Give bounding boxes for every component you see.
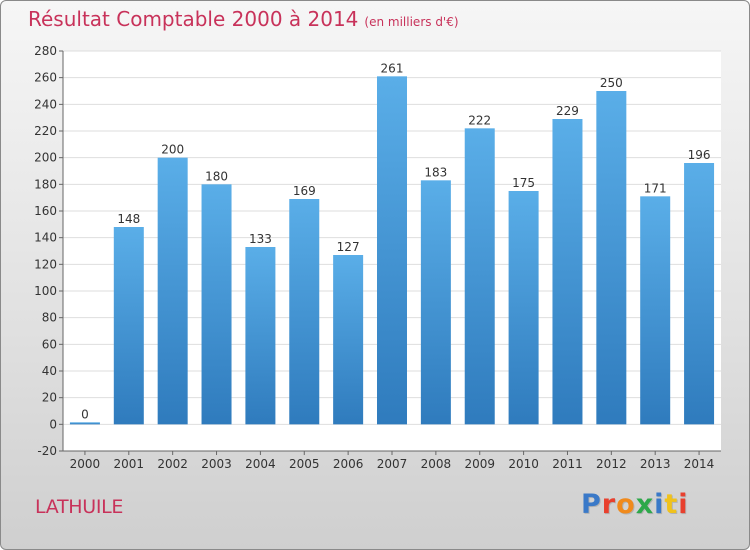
x-tick-label-2003: 2003 <box>201 457 232 471</box>
y-tick-label: 80 <box>42 311 57 325</box>
x-tick-label-2014: 2014 <box>684 457 715 471</box>
bar-2007 <box>377 76 407 425</box>
x-tick-label-2002: 2002 <box>157 457 188 471</box>
logo-letter: r <box>601 489 617 520</box>
x-tick-label-2012: 2012 <box>596 457 627 471</box>
bar-2001 <box>113 227 144 425</box>
x-tick-label-2013: 2013 <box>640 457 671 471</box>
bar-2010 <box>508 191 539 425</box>
x-tick-label-2004: 2004 <box>245 457 276 471</box>
logo-letter: P <box>581 489 602 520</box>
bar-2000 <box>69 422 100 425</box>
data-label-2014: 196 <box>688 148 711 162</box>
data-label-2010: 175 <box>512 176 535 190</box>
y-tick-label: -20 <box>37 444 57 458</box>
title-text: Résultat Comptable 2000 à 2014 <box>28 7 359 31</box>
bar-2008 <box>420 180 451 425</box>
y-tick-label: 40 <box>42 364 57 378</box>
data-label-2009: 222 <box>468 113 491 127</box>
y-tick-label: 0 <box>49 417 57 431</box>
data-label-2008: 183 <box>424 165 447 179</box>
data-label-2012: 250 <box>600 76 623 90</box>
x-tick-label-2006: 2006 <box>333 457 364 471</box>
logo-letter: t <box>664 489 679 520</box>
data-label-2000: 0 <box>81 407 89 421</box>
chart-subtitle: (en milliers d'€) <box>364 15 459 29</box>
y-tick-label: 20 <box>42 391 57 405</box>
bar-2002 <box>157 157 188 425</box>
chart-title: Résultat Comptable 2000 à 2014 (en millie… <box>28 7 459 31</box>
commune-name: LATHUILE <box>35 496 124 518</box>
bar-2006 <box>333 255 364 425</box>
x-tick-label-2005: 2005 <box>289 457 320 471</box>
x-tick-label-2010: 2010 <box>508 457 539 471</box>
y-tick-label: 200 <box>34 151 57 165</box>
logo-letter: i <box>654 489 665 520</box>
y-tick-label: 120 <box>34 257 57 271</box>
x-tick-label-2000: 2000 <box>70 457 101 471</box>
bar-2014 <box>684 163 715 425</box>
y-tick-label: 240 <box>34 97 57 111</box>
bar-2011 <box>552 119 583 425</box>
proxiti-logo: Proxiti <box>581 489 689 520</box>
y-tick-label: 260 <box>34 71 57 85</box>
y-tick-label: 140 <box>34 231 57 245</box>
data-label-2003: 180 <box>205 169 228 183</box>
y-tick-label: 280 <box>34 44 57 58</box>
bar-2004 <box>245 247 276 425</box>
bar-2005 <box>289 199 320 425</box>
x-tick-label-2009: 2009 <box>464 457 495 471</box>
data-label-2004: 133 <box>249 232 272 246</box>
data-label-2011: 229 <box>556 104 579 118</box>
x-tick-label-2008: 2008 <box>421 457 452 471</box>
x-tick-label-2011: 2011 <box>552 457 583 471</box>
logo-letter: i <box>678 489 689 520</box>
x-tick-label-2007: 2007 <box>377 457 408 471</box>
y-tick-label: 60 <box>42 337 57 351</box>
logo-letter: o <box>616 489 636 520</box>
y-tick-label: 220 <box>34 124 57 138</box>
data-label-2005: 169 <box>293 184 316 198</box>
x-tick-label-2001: 2001 <box>114 457 145 471</box>
data-label-2001: 148 <box>117 212 140 226</box>
y-tick-label: 180 <box>34 177 57 191</box>
bar-2013 <box>640 196 671 425</box>
bar-2009 <box>464 128 495 425</box>
bar-2012 <box>596 91 627 425</box>
data-label-2006: 127 <box>337 240 360 254</box>
data-label-2007: 261 <box>381 61 404 75</box>
y-tick-label: 160 <box>34 204 57 218</box>
data-label-2013: 171 <box>644 181 667 195</box>
y-tick-label: 100 <box>34 284 57 298</box>
logo-letter: x <box>635 489 655 520</box>
data-label-2002: 200 <box>161 143 184 157</box>
bar-2003 <box>201 184 232 425</box>
